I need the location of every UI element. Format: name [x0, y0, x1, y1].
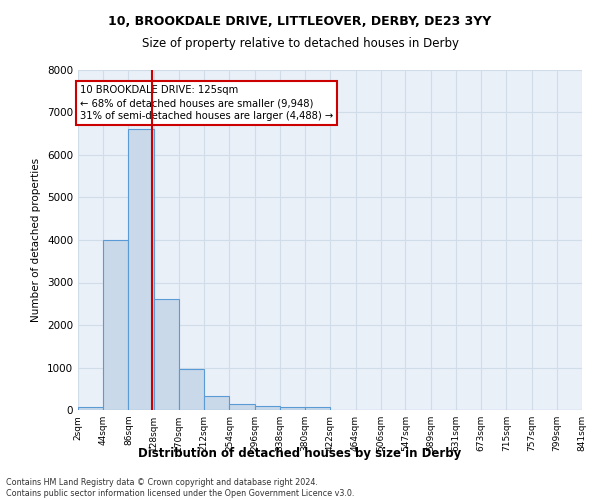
Text: 10 BROOKDALE DRIVE: 125sqm
← 68% of detached houses are smaller (9,948)
31% of s: 10 BROOKDALE DRIVE: 125sqm ← 68% of deta…: [80, 85, 333, 122]
Y-axis label: Number of detached properties: Number of detached properties: [31, 158, 41, 322]
Bar: [280, 407, 305, 410]
Text: Size of property relative to detached houses in Derby: Size of property relative to detached ho…: [142, 38, 458, 51]
Bar: [254, 406, 280, 410]
Text: Contains HM Land Registry data © Crown copyright and database right 2024.
Contai: Contains HM Land Registry data © Crown c…: [6, 478, 355, 498]
Text: Distribution of detached houses by size in Derby: Distribution of detached houses by size …: [139, 448, 461, 460]
Bar: [179, 369, 204, 410]
Bar: [229, 404, 254, 410]
Bar: [128, 130, 154, 410]
Bar: [305, 408, 331, 410]
Bar: [103, 240, 128, 410]
Bar: [78, 406, 103, 410]
Bar: [204, 396, 229, 410]
Bar: [154, 298, 179, 410]
Text: 10, BROOKDALE DRIVE, LITTLEOVER, DERBY, DE23 3YY: 10, BROOKDALE DRIVE, LITTLEOVER, DERBY, …: [109, 15, 491, 28]
